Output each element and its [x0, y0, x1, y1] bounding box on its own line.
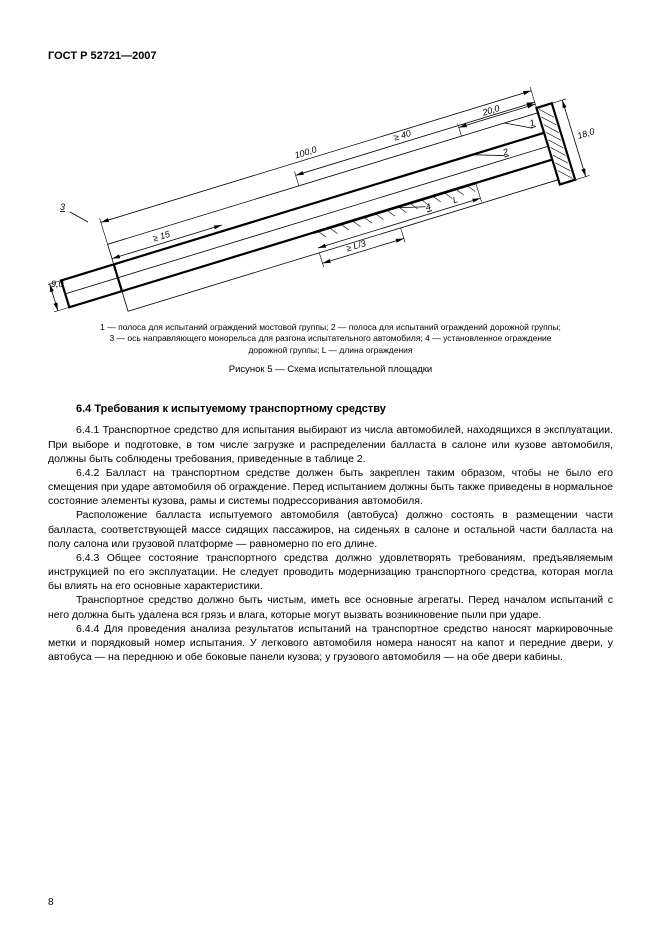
test-site-schematic-svg: 100,0 ≥ 40 20,0 ≥ 15	[48, 82, 613, 312]
section-6-4-body: 6.4.1 Транспортное средство для испытани…	[48, 423, 613, 664]
legend-line-1: 1 — полоса для испытаний ограждений мост…	[100, 322, 561, 332]
legend-line-3: дорожной группы; L — длина ограждения	[248, 345, 412, 355]
callout-3: 3	[60, 202, 65, 212]
dim-L3: ≥ L/3	[345, 238, 367, 253]
figure-diagram: 100,0 ≥ 40 20,0 ≥ 15	[48, 82, 613, 312]
dim-9: 9,0	[51, 279, 64, 289]
callout-4: 4	[424, 201, 432, 212]
page: ГОСТ Р 52721—2007	[0, 0, 661, 936]
section-6-4-title: 6.4 Требования к испытуемому транспортно…	[48, 403, 613, 415]
para-6-4-4: 6.4.4 Для проведения анализа результатов…	[48, 622, 613, 665]
para-6-4-3b: Транспортное средство должно быть чистым…	[48, 593, 613, 621]
dim-L: L	[451, 194, 459, 205]
para-6-4-2b: Расположение балласта испытуемого автомо…	[48, 508, 613, 551]
doc-header: ГОСТ Р 52721—2007	[48, 50, 613, 62]
para-6-4-1: 6.4.1 Транспортное средство для испытани…	[48, 423, 613, 466]
legend-line-2: 3 — ось направляющего монорельса для раз…	[109, 333, 551, 343]
figure-legend: 1 — полоса для испытаний ограждений мост…	[48, 322, 613, 356]
callout-1: 1	[528, 117, 536, 128]
dim-100: 100,0	[293, 144, 317, 160]
para-6-4-2: 6.4.2 Балласт на транспортном средстве д…	[48, 466, 613, 509]
page-number: 8	[48, 897, 54, 908]
callout-2: 2	[501, 146, 510, 157]
dim-18: 18,0	[576, 126, 596, 141]
para-6-4-3: 6.4.3 Общее состояние транспортного сред…	[48, 551, 613, 594]
figure-caption: Рисунок 5 — Схема испытательной площадки	[48, 364, 613, 375]
